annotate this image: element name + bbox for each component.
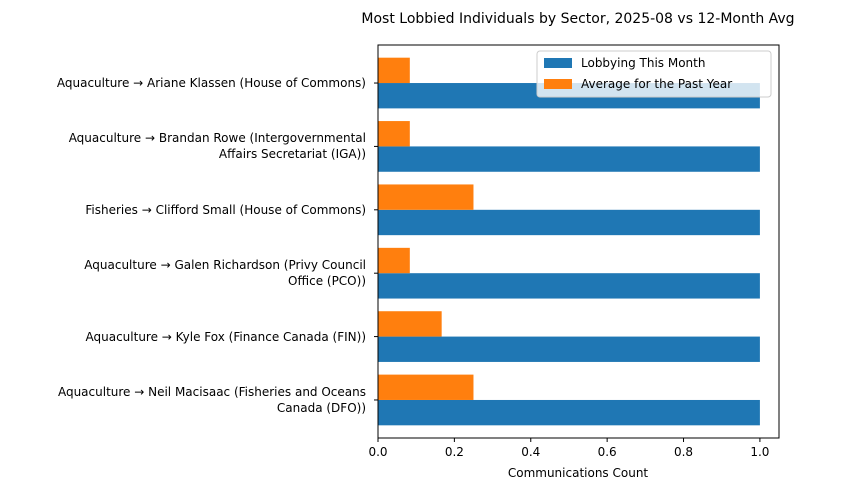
y-tick-label: Aquaculture → Kyle Fox (Finance Canada (… xyxy=(85,329,367,344)
bar xyxy=(378,336,760,362)
bar xyxy=(378,399,760,426)
legend-swatch xyxy=(544,58,572,68)
bar xyxy=(378,374,474,400)
x-tick-label: 0.2 xyxy=(445,445,464,459)
chart-title: Most Lobbied Individuals by Sector, 2025… xyxy=(361,11,794,27)
y-tick-label: Aquaculture → Neil Macisaac (Fisheries a… xyxy=(57,384,366,415)
bar xyxy=(378,209,760,236)
y-tick-label: Fisheries → Clifford Small (House of Com… xyxy=(85,202,366,217)
legend-label: Lobbying This Month xyxy=(581,56,705,70)
bar xyxy=(378,121,410,147)
y-tick-label: Aquaculture → Galen Richardson (Privy Co… xyxy=(84,258,366,289)
legend: Lobbying This Month Average for the Past … xyxy=(536,50,772,98)
bar xyxy=(378,247,410,274)
x-tick-label: 1.0 xyxy=(750,445,769,459)
x-axis-label: Communications Count xyxy=(508,466,649,480)
y-tick-label: Aquaculture → Ariane Klassen (House of C… xyxy=(56,76,366,91)
x-tick-label: 0.8 xyxy=(674,445,693,459)
y-tick-label: Aquaculture → Brandan Rowe (Intergovernm… xyxy=(68,131,366,162)
legend-label: Average for the Past Year xyxy=(581,77,732,91)
bar xyxy=(378,57,410,84)
bar xyxy=(378,311,442,337)
x-tick-label: 0.6 xyxy=(598,445,617,459)
legend-frame xyxy=(536,50,772,98)
legend-swatch xyxy=(544,79,572,89)
plot-frame xyxy=(377,44,780,439)
bar xyxy=(378,146,760,172)
x-tick-label: 0.4 xyxy=(521,445,540,459)
x-tick-label: 0.0 xyxy=(368,445,387,459)
bar xyxy=(378,273,760,299)
bar xyxy=(378,184,474,210)
